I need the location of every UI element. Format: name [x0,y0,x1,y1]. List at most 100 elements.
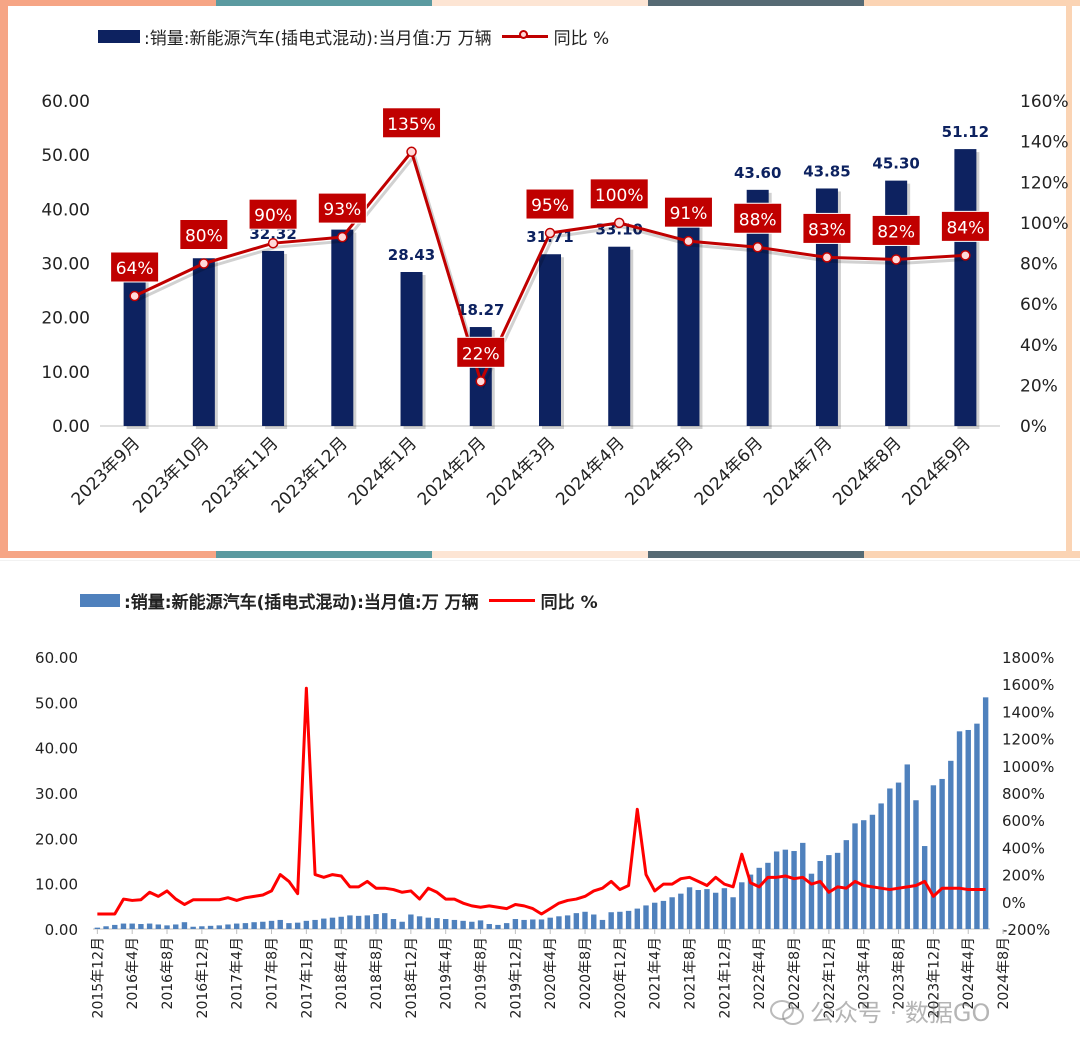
bar-value-label: 43.60 [734,164,781,182]
y2-axis-tick-label: 1200% [1002,731,1054,749]
yoy-label-box [110,251,160,283]
x-axis-tick-label: 2023年4月 [857,937,873,1010]
bar [677,224,700,426]
y-axis-tick-label: 50.00 [35,694,78,712]
x-axis-tick-label: 2015年12月 [90,937,106,1018]
bar [982,697,989,929]
y2-axis-tick-label: 120% [1020,173,1069,193]
x-axis-tick-label: 2019年4月 [439,937,455,1010]
yoy-label: 100% [595,186,644,206]
bar [887,788,893,929]
yoy-label: 95% [531,196,569,216]
bar [643,905,649,929]
y2-axis-tick-label: 800% [1002,785,1045,803]
bar [512,919,519,929]
wechat-icon [770,998,804,1025]
yoy-point [129,290,140,302]
yoy-point [821,252,833,263]
bar [434,918,440,929]
frame-bottom-segment [648,551,864,558]
x-axis-tick-label: 2024年1月 [345,433,421,509]
yoy-point [890,254,902,265]
watermark: 公众号 · 数据GO [770,993,990,1028]
bar [652,902,658,929]
bar [921,846,928,929]
x-axis-tick-label: 2016年4月 [125,937,141,1010]
bar [251,922,257,929]
bar [756,867,762,929]
bar [112,924,118,929]
y2-axis-tick-label: -200% [1002,921,1050,939]
bar [782,849,789,929]
legend-line-swatch [501,30,548,39]
yoy-point [683,235,694,247]
yoy-label-box [525,188,575,220]
bar [207,925,214,929]
yoy-point [267,237,279,249]
bar [765,862,771,929]
bar [869,814,876,929]
yoy-label: 84% [946,218,984,238]
bar [469,921,475,929]
frame-bottom-segment [432,551,648,558]
bar [382,913,388,929]
combo-chart-bottom: 0.00 10.00 20.00 30.00 40.00 50.00 60.00 -200% 0… [0,560,1080,1018]
bar [129,923,135,929]
bar [443,919,449,929]
yoy-label-box [382,107,442,139]
bar [791,851,797,929]
y2-axis-tick-label: 20% [1020,376,1058,396]
bar [390,919,397,929]
bar [913,800,919,929]
y2-axis-tick-label: 40% [1020,336,1058,356]
x-axis-tick-label: 2021年4月 [648,937,664,1010]
bar [599,919,606,929]
yoy-label-box [871,214,921,246]
bar [948,760,954,929]
x-axis-tick-label: 2021年12月 [717,937,733,1018]
watermark-text: 公众号 · 数据GO [810,999,991,1027]
x-axis-tick-label: 2024年2月 [414,433,490,509]
x-axis-tick-label: 2016年12月 [195,937,211,1018]
yoy-label: 83% [808,220,846,240]
bar-value-label: 43.85 [803,162,850,180]
bar [939,778,945,929]
bar [460,920,466,929]
frame-top-segment [864,0,1080,6]
chart-panel-top: :销量:新能源汽车(插电式混动):当月值:万 万辆 同比 % 0.00 10.00… [0,0,1080,558]
x-axis-tick-label: 2024年5月 [622,433,698,509]
bar-value-label: 28.43 [388,246,435,264]
bar [582,911,588,929]
bar [686,887,693,929]
y-axis-tick-label: 0.00 [52,417,90,437]
yoy-point [337,231,348,243]
y2-axis-tick-label: 1000% [1002,758,1054,776]
legend-bottom: :销量:新能源汽车(插电式混动):当月值:万 万辆 同比 % [80,588,598,613]
yoy-label: 93% [323,200,361,220]
bar [146,923,153,929]
bar [262,250,285,426]
y2-axis-tick-label: 160% [1020,92,1069,112]
bar [400,272,423,426]
y2-axis-tick-label: 0% [1020,417,1047,437]
yoy-label: 135% [387,115,436,135]
legend-bar-label: :销量:新能源汽车(插电式混动):当月值:万 万辆 [144,29,492,49]
y-axis-tick-label: 60.00 [35,649,78,667]
bar [138,924,144,929]
bar [538,919,545,929]
bar [730,897,736,929]
yoy-label-box [733,202,783,234]
yoy-point [475,376,487,387]
bar [591,914,597,929]
y2-axis-tick-label: 60% [1020,295,1058,315]
bar [242,923,249,929]
bar [164,925,170,929]
frame-right-edge [1066,0,1072,558]
bar [712,892,719,929]
yoy-label: 64% [116,259,154,279]
bar-value-label: 45.30 [872,155,919,173]
bar [329,917,336,929]
y2-axis-tick-label: 140% [1020,133,1069,153]
yoy-point [613,217,625,229]
bar [843,840,850,929]
